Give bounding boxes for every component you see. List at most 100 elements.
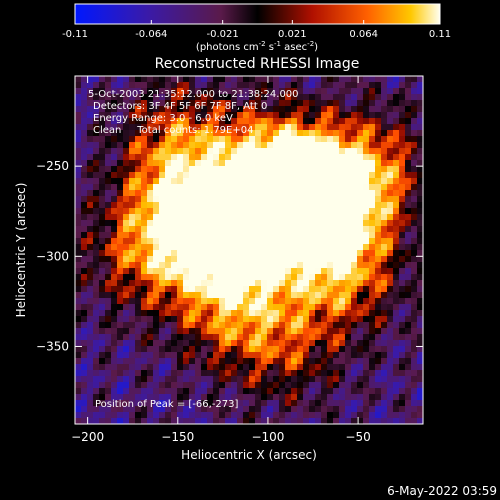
- heatmap-cell: [393, 88, 400, 95]
- heatmap-cell: [99, 220, 106, 227]
- heatmap-cell: [231, 292, 238, 299]
- heatmap-cell: [327, 394, 334, 401]
- heatmap-cell: [237, 226, 244, 233]
- heatmap-cell: [105, 208, 112, 215]
- heatmap-cell: [177, 250, 184, 257]
- heatmap-cell: [267, 310, 274, 317]
- heatmap-cell: [81, 346, 88, 353]
- heatmap-cell: [345, 298, 352, 305]
- heatmap-cell: [75, 376, 82, 383]
- heatmap-cell: [231, 376, 238, 383]
- heatmap-cell: [231, 124, 238, 131]
- heatmap-cell: [141, 382, 148, 389]
- heatmap-cell: [237, 160, 244, 167]
- heatmap-cell: [411, 220, 418, 227]
- heatmap-cell: [243, 370, 250, 377]
- heatmap-cell: [321, 304, 328, 311]
- heatmap-cell: [231, 394, 238, 401]
- heatmap-cell: [141, 358, 148, 365]
- heatmap-cell: [399, 160, 406, 167]
- heatmap-cell: [417, 388, 424, 395]
- heatmap-cell: [393, 76, 400, 83]
- heatmap-cell: [207, 364, 214, 371]
- heatmap-cell: [213, 418, 220, 425]
- heatmap-cell: [117, 178, 124, 185]
- heatmap-cell: [261, 292, 268, 299]
- heatmap-cell: [303, 238, 310, 245]
- heatmap-cell: [345, 400, 352, 407]
- heatmap-cell: [129, 244, 136, 251]
- heatmap-cell: [237, 178, 244, 185]
- heatmap-cell: [231, 136, 238, 143]
- heatmap-cell: [171, 304, 178, 311]
- heatmap-cell: [255, 226, 262, 233]
- heatmap-cell: [321, 232, 328, 239]
- heatmap-cell: [225, 232, 232, 239]
- heatmap-cell: [87, 154, 94, 161]
- heatmap-cell: [345, 94, 352, 101]
- heatmap-cell: [195, 346, 202, 353]
- heatmap-cell: [303, 142, 310, 149]
- heatmap-cell: [93, 262, 100, 269]
- heatmap-cell: [147, 406, 154, 413]
- heatmap-cell: [273, 400, 280, 407]
- heatmap-cell: [237, 82, 244, 89]
- heatmap-cell: [153, 262, 160, 269]
- heatmap-cell: [417, 166, 424, 173]
- heatmap-cell: [177, 100, 184, 107]
- heatmap-cell: [183, 262, 190, 269]
- heatmap-cell: [225, 346, 232, 353]
- heatmap-cell: [285, 322, 292, 329]
- heatmap-cell: [369, 274, 376, 281]
- heatmap-cell: [129, 322, 136, 329]
- heatmap-cell: [387, 286, 394, 293]
- heatmap-cell: [267, 82, 274, 89]
- heatmap-cell: [333, 142, 340, 149]
- heatmap-cell: [147, 154, 154, 161]
- heatmap-cell: [231, 388, 238, 395]
- heatmap-cell: [321, 190, 328, 197]
- heatmap-cell: [165, 226, 172, 233]
- heatmap-cell: [327, 184, 334, 191]
- heatmap-cell: [411, 166, 418, 173]
- heatmap-cell: [219, 238, 226, 245]
- heatmap-cell: [339, 352, 346, 359]
- heatmap-cell: [261, 310, 268, 317]
- heatmap-cell: [225, 352, 232, 359]
- heatmap-cell: [207, 418, 214, 425]
- heatmap-cell: [177, 352, 184, 359]
- heatmap-cell: [303, 178, 310, 185]
- heatmap-cell: [249, 328, 256, 335]
- heatmap-cell: [249, 112, 256, 119]
- heatmap-cell: [141, 418, 148, 425]
- heatmap-cell: [297, 322, 304, 329]
- heatmap-cell: [87, 418, 94, 425]
- heatmap-cell: [207, 124, 214, 131]
- heatmap-cell: [147, 370, 154, 377]
- heatmap-cell: [153, 172, 160, 179]
- heatmap-cell: [219, 274, 226, 281]
- heatmap-cell: [375, 340, 382, 347]
- heatmap-cell: [189, 346, 196, 353]
- heatmap-cell: [261, 232, 268, 239]
- heatmap-cell: [285, 196, 292, 203]
- heatmap-cell: [171, 226, 178, 233]
- heatmap-cell: [399, 202, 406, 209]
- heatmap-cell: [375, 250, 382, 257]
- heatmap-cell: [105, 118, 112, 125]
- heatmap-cell: [165, 172, 172, 179]
- heatmap-cell: [183, 76, 190, 83]
- heatmap-cell: [213, 340, 220, 347]
- heatmap-cell: [309, 340, 316, 347]
- heatmap-cell: [207, 316, 214, 323]
- heatmap-cell: [297, 394, 304, 401]
- heatmap-cell: [279, 166, 286, 173]
- heatmap-cell: [273, 190, 280, 197]
- heatmap-cell: [339, 334, 346, 341]
- heatmap-cell: [279, 268, 286, 275]
- heatmap-cell: [165, 202, 172, 209]
- heatmap-cell: [153, 208, 160, 215]
- heatmap-cell: [327, 268, 334, 275]
- heatmap-cell: [273, 370, 280, 377]
- heatmap-cell: [411, 172, 418, 179]
